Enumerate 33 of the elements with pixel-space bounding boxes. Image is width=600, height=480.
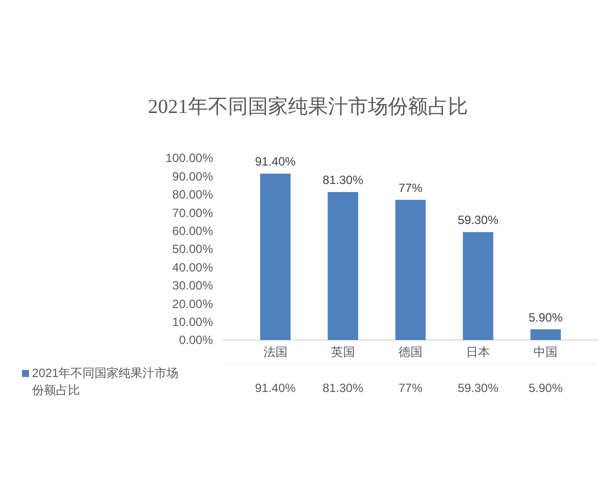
bar xyxy=(462,232,494,340)
x-tick-label: 法国 xyxy=(263,345,288,359)
x-tick-label: 德国 xyxy=(398,345,422,359)
x-tick-label: 中国 xyxy=(534,345,558,359)
legend-label: 2021年不同国家纯果汁市场份额占比 xyxy=(32,366,179,397)
y-tick-label: 80.00% xyxy=(172,188,214,202)
y-tick-label: 40.00% xyxy=(172,260,214,274)
y-tick-label: 60.00% xyxy=(172,224,214,238)
text: 77% xyxy=(398,180,423,195)
bar xyxy=(530,329,561,340)
y-tick-label: 20.00% xyxy=(172,296,214,311)
text: 59.30% xyxy=(458,213,498,228)
x-tick-label: 日本 xyxy=(466,345,490,359)
x-tick-label: 英国 xyxy=(330,345,355,359)
bar xyxy=(260,174,291,340)
bar xyxy=(395,200,426,340)
y-tick-label: 100.00% xyxy=(166,151,214,166)
chart-title: 2021年不同国家纯果汁市场份额占比 xyxy=(148,96,468,118)
data-label: 77% xyxy=(398,381,423,395)
y-tick-label: 90.00% xyxy=(172,169,214,184)
text: 91.40% xyxy=(255,154,296,169)
data-label: 81.30% xyxy=(322,381,364,395)
text: 81.30% xyxy=(322,173,364,188)
data-label: 91.40% xyxy=(255,381,296,395)
data-label: 5.90% xyxy=(528,381,563,395)
text: 5.90% xyxy=(528,310,563,324)
y-tick-label: 50.00% xyxy=(172,242,214,256)
bar xyxy=(328,192,358,340)
data-label: 59.30% xyxy=(458,381,499,395)
y-tick-label: 70.00% xyxy=(172,206,214,220)
y-tick-label: 30.00% xyxy=(172,278,214,293)
y-tick-label: 10.00% xyxy=(172,315,214,329)
y-tick-label: 0.00% xyxy=(178,333,214,348)
